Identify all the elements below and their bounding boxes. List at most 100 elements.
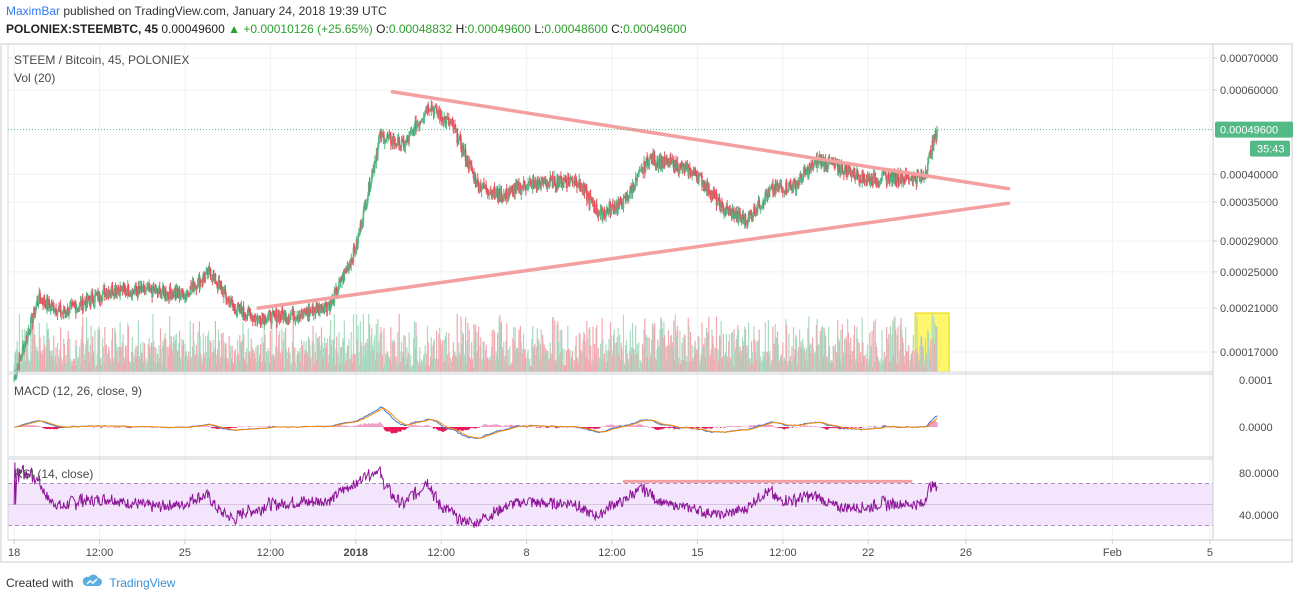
volume-bar	[467, 323, 469, 372]
volume-bar	[807, 328, 809, 372]
high-value: 0.00049600	[467, 22, 531, 36]
macd-histogram-bar	[213, 427, 215, 429]
macd-histogram-bar	[433, 427, 435, 429]
volume-bar	[469, 357, 471, 372]
candle-body	[84, 301, 86, 304]
volume-bar	[115, 344, 117, 372]
candle-body	[265, 319, 268, 323]
candle-body	[486, 191, 489, 195]
candle-body	[441, 117, 444, 124]
macd-histogram-bar	[661, 427, 663, 429]
macd-histogram-bar	[830, 427, 832, 428]
macd-histogram-bar	[454, 427, 456, 429]
volume-bar	[17, 352, 19, 372]
volume-bar	[681, 342, 683, 372]
macd-histogram-bar	[469, 427, 471, 429]
volume-bar	[658, 346, 660, 372]
volume-bar	[334, 364, 336, 372]
volume-bar	[37, 358, 40, 372]
macd-histogram-bar	[419, 425, 422, 427]
candle-body	[212, 274, 214, 282]
macd-histogram-bar	[438, 427, 440, 431]
volume-bar	[131, 336, 133, 372]
volume-bar	[840, 329, 842, 372]
macd-histogram-bar	[27, 425, 30, 427]
volume-bar	[346, 345, 348, 372]
macd-histogram-bar	[442, 427, 444, 432]
volume-bar	[120, 346, 122, 372]
volume-bar	[339, 347, 342, 372]
macd-histogram-bar	[609, 425, 612, 427]
trendlines[interactable]	[8, 90, 1213, 483]
author-name[interactable]: MaximBar	[6, 4, 61, 18]
candle-body	[210, 274, 212, 280]
volume-bar	[561, 329, 563, 372]
candle-body	[731, 210, 734, 219]
volume-bar	[149, 346, 151, 372]
macd-histogram-bar	[822, 427, 824, 428]
macd-histogram-bar	[672, 427, 674, 428]
candle-body	[162, 286, 165, 291]
macd-histogram-bar	[595, 427, 597, 429]
volume-bar	[206, 358, 208, 372]
candle-body	[827, 165, 829, 168]
volume-bar	[784, 360, 786, 372]
trading-chart[interactable]: 0.000700000.000600000.000400000.00035000…	[0, 0, 1293, 570]
volume-bar	[156, 364, 158, 372]
macd-histogram-bar	[548, 427, 550, 428]
candle-body	[795, 183, 798, 191]
volume-bar	[874, 319, 876, 372]
macd-histogram-bar	[474, 427, 476, 428]
volume-bar	[606, 351, 608, 372]
time-tick-label: 12:00	[598, 547, 626, 559]
macd-histogram-bar	[391, 427, 393, 434]
candle-body	[764, 192, 767, 202]
volume-bar	[407, 352, 409, 372]
macd-histogram-bar	[487, 424, 489, 427]
macd-histogram-bar	[930, 422, 932, 427]
volume-bar	[388, 357, 390, 372]
volume-bar	[310, 357, 312, 372]
chart-outer-border	[0, 43, 1293, 563]
macd-histogram-bar	[808, 426, 811, 427]
candle-body	[337, 289, 340, 292]
volume-bar	[382, 366, 384, 372]
macd-histogram-bar	[657, 427, 660, 430]
macd-histogram-bar	[769, 424, 771, 427]
volume-bar	[741, 350, 743, 372]
macd-histogram-bar	[806, 425, 808, 427]
volume-bar	[304, 353, 306, 372]
candle-body	[383, 134, 385, 144]
macd-histogram-bar	[266, 426, 268, 427]
volume-bar	[261, 336, 263, 372]
volume-bar	[924, 338, 927, 372]
volume-bar	[559, 330, 561, 372]
candle-body	[860, 182, 863, 183]
candle-body	[930, 150, 932, 157]
volume-bar	[332, 356, 334, 372]
macd-histogram-bar	[458, 427, 461, 431]
candle-body	[738, 211, 741, 214]
candle-body	[158, 287, 161, 290]
volume-bar	[168, 347, 170, 372]
volume-bar	[268, 363, 271, 372]
candle-body	[44, 303, 47, 305]
macd-histogram-bar	[785, 427, 787, 429]
candle-body	[111, 285, 114, 294]
tradingview-link[interactable]: TradingView	[109, 575, 176, 590]
volume-bar	[593, 362, 595, 372]
volume-bar	[365, 342, 367, 372]
candle-body	[168, 287, 171, 299]
macd-histogram-bar	[804, 425, 806, 427]
volume-bar	[339, 363, 341, 372]
volume-bar	[637, 353, 639, 372]
volume-bar	[351, 354, 353, 372]
macd-histogram-bar	[751, 425, 753, 427]
volume-bar	[301, 345, 303, 372]
volume-bar	[644, 336, 647, 372]
candle-body	[645, 157, 648, 166]
macd-histogram-bar	[506, 425, 508, 427]
volume-bar	[314, 352, 316, 372]
volume-bar	[210, 342, 212, 372]
volume-bar	[697, 336, 699, 372]
